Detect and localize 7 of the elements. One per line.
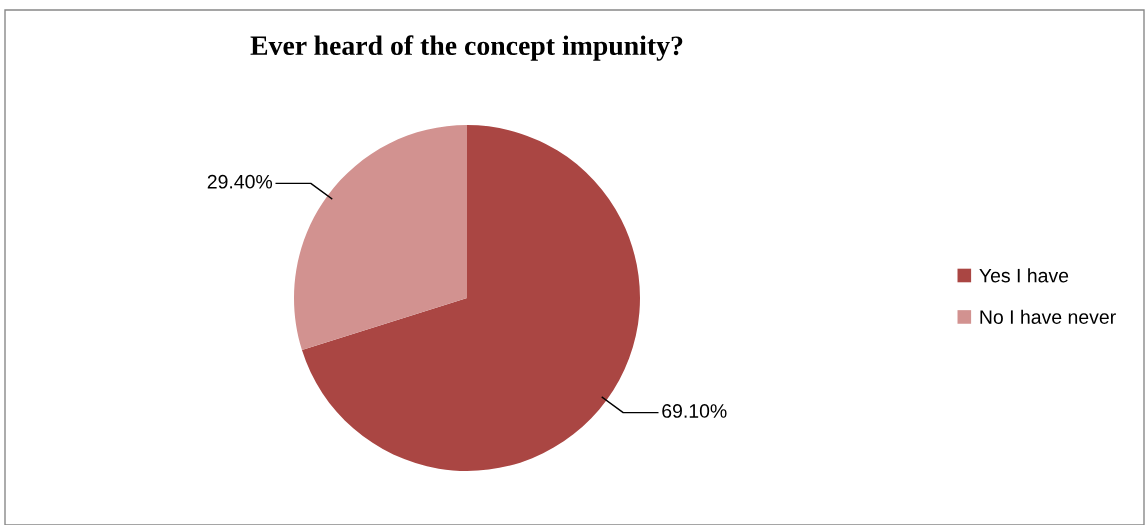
data-label: 29.40% — [207, 174, 273, 189]
pie-slice — [294, 125, 467, 350]
pie-slice — [301, 125, 640, 471]
legend-label: Yes I have — [979, 268, 1069, 283]
legend-label: No I have never — [980, 309, 1116, 324]
chart-title: Ever heard of the concept impunity? — [250, 35, 683, 61]
data-label: 69.10% — [662, 404, 727, 418]
